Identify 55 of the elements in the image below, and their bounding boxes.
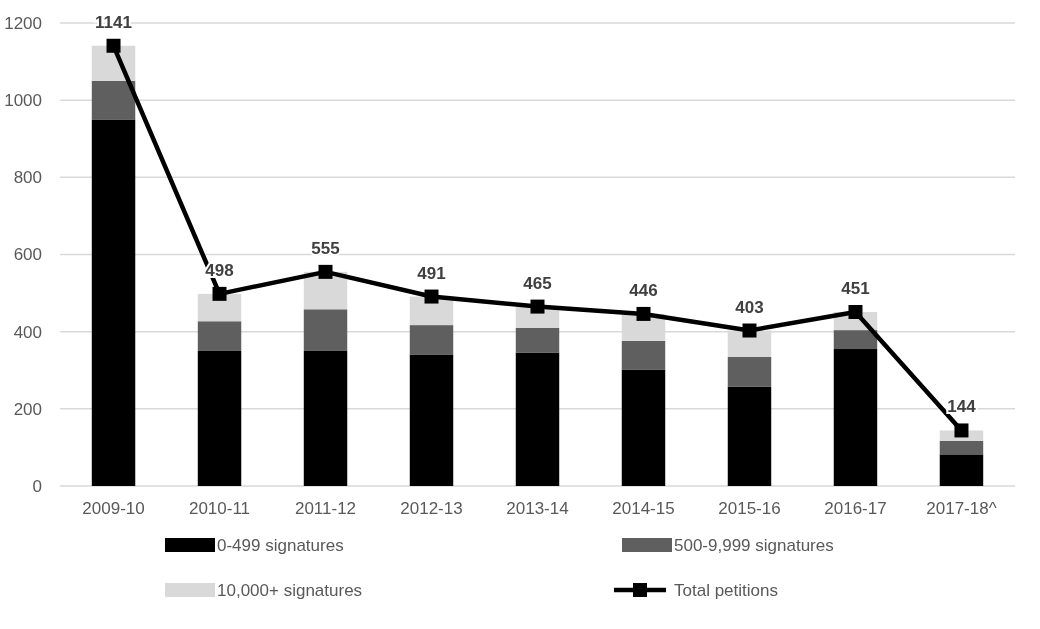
bar	[939, 440, 984, 455]
bar	[303, 350, 348, 486]
x-tick-label: 2011-12	[294, 498, 357, 518]
y-tick-label: 1000	[4, 91, 42, 111]
bar	[303, 309, 348, 351]
point	[106, 38, 121, 53]
data-label: 403	[735, 297, 764, 317]
point	[424, 289, 439, 304]
bar	[91, 119, 136, 486]
data-label: 446	[629, 280, 658, 300]
data-label: 555	[311, 238, 340, 258]
point	[530, 299, 545, 314]
y-tick-label: 800	[13, 168, 42, 188]
data-label: 144	[947, 397, 977, 417]
x-tick-label: 2015-16	[718, 498, 781, 518]
data-label: 451	[841, 278, 870, 298]
data-label: 1141	[95, 12, 132, 32]
bar	[515, 352, 560, 486]
x-tick-label: 2009-10	[82, 498, 145, 518]
point	[742, 323, 757, 338]
bar	[197, 350, 242, 486]
bar	[939, 454, 984, 486]
legend-label: 500-9,999 signatures	[674, 535, 834, 555]
bar	[833, 349, 878, 486]
x-tick-label: 2014-15	[612, 498, 675, 518]
legend-label: Total petitions	[674, 580, 778, 600]
bar	[197, 321, 242, 351]
bar	[727, 386, 772, 486]
data-label: 465	[523, 273, 552, 293]
point	[954, 423, 969, 438]
y-tick-label: 600	[13, 245, 42, 265]
bar	[409, 325, 454, 355]
legend-label: 10,000+ signatures	[217, 580, 363, 600]
point	[318, 264, 333, 279]
bar	[833, 330, 878, 350]
bar	[515, 327, 560, 353]
data-label: 491	[417, 263, 446, 283]
x-tick-label: 2012-13	[400, 498, 463, 518]
y-tick-label: 1200	[4, 13, 42, 33]
x-tick-label: 2010-11	[188, 498, 251, 518]
point	[636, 306, 651, 321]
y-tick-label: 400	[13, 322, 42, 342]
x-tick-label: 2013-14	[506, 498, 569, 518]
x-tick-label: 2017-18^	[926, 498, 997, 518]
y-tick-label: 200	[13, 399, 42, 419]
bar	[409, 354, 454, 486]
point	[212, 286, 227, 301]
x-tick-label: 2016-17	[824, 498, 887, 518]
bar	[621, 369, 666, 486]
bar	[91, 80, 136, 120]
bar	[621, 340, 666, 370]
y-tick-label: 0	[32, 476, 42, 496]
bar	[727, 356, 772, 387]
legend-label: 0-499 signatures	[217, 535, 344, 555]
point	[848, 304, 863, 319]
